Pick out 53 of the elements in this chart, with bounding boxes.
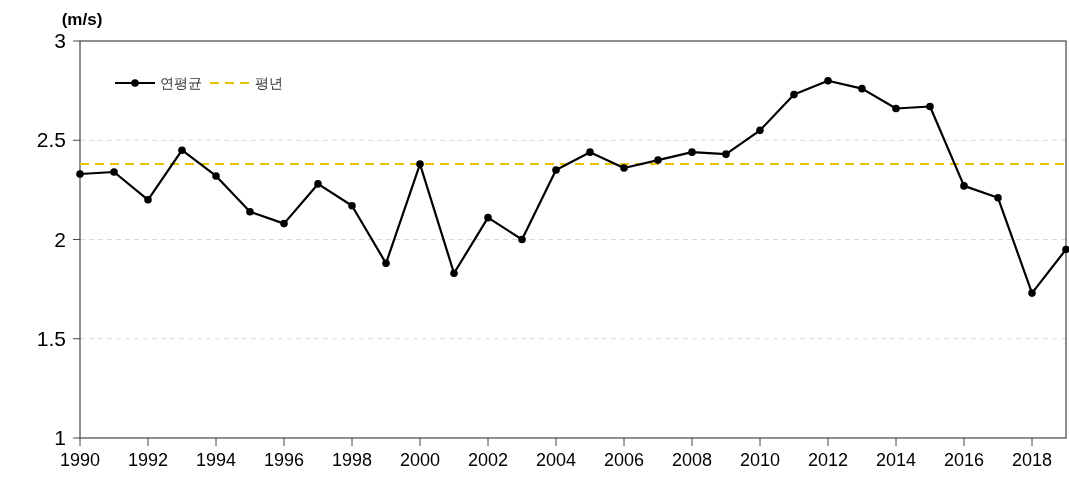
point [552,166,560,174]
point [586,148,594,156]
y-axis-title: (m/s) [61,10,103,29]
y-tick-label: 2.5 [36,128,66,152]
point [926,102,934,111]
point [892,104,900,113]
point [144,196,152,204]
point [212,172,220,180]
point [110,168,118,176]
x-tick-label: 1998 [331,450,373,470]
point [1028,289,1036,297]
point [790,90,798,99]
legend-label: 연평균 [160,75,202,91]
point [314,180,322,188]
point [450,269,458,278]
point [1062,245,1069,254]
x-tick-label: 2006 [603,450,645,470]
point [246,207,254,216]
point [960,182,968,190]
point [756,126,764,135]
x-tick-label: 2012 [807,450,849,470]
x-tick-label: 1992 [127,450,169,470]
point [382,259,390,268]
point [994,194,1002,202]
point [76,170,84,178]
point [178,146,186,154]
x-tick-label: 1996 [263,450,305,470]
point [348,201,356,210]
x-tick-label: 2008 [671,450,713,470]
y-tick-label: 2 [54,227,66,251]
point [858,84,866,93]
y-tick-label: 1 [54,426,66,449]
x-tick-label: 2014 [875,450,917,470]
point [722,150,730,158]
legend-label: 평년 [255,75,283,91]
point [654,156,662,164]
point [518,235,526,244]
x-tick-label: 2010 [739,450,781,470]
y-tick-label: 3 [54,29,66,52]
point [620,164,628,172]
point [416,160,424,168]
point [688,148,696,156]
x-tick-label: 2002 [467,450,509,470]
y-tick-label: 1.5 [36,326,66,350]
x-tick-label: 2018 [1011,450,1053,470]
x-tick-label: 1990 [59,450,101,470]
x-tick-label: 2000 [399,450,441,470]
point [824,76,832,85]
x-tick-label: 1994 [195,450,237,470]
point [484,213,492,222]
point [280,219,288,228]
x-tick-label: 2004 [535,450,577,470]
x-tick-label: 2016 [943,450,985,470]
